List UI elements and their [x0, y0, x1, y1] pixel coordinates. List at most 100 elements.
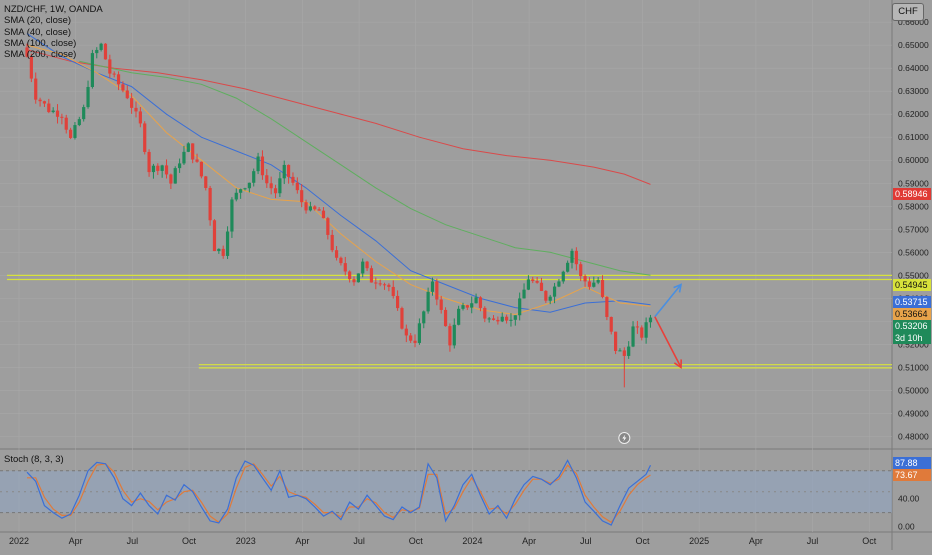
- candle-body: [151, 165, 156, 173]
- candle-body: [474, 297, 478, 304]
- candle-body: [465, 305, 469, 308]
- candle-body: [116, 74, 121, 85]
- stoch-legend[interactable]: Stoch (8, 3, 3): [4, 454, 64, 465]
- price-pane-bg: [0, 0, 892, 448]
- stoch-k-tag: 87.88: [893, 457, 931, 469]
- candle-body: [130, 98, 134, 108]
- candle-body: [439, 299, 443, 310]
- candle-body: [269, 183, 273, 189]
- candle-body: [369, 268, 374, 283]
- candle-body: [417, 323, 421, 343]
- x-tick-label: Oct: [409, 536, 424, 546]
- candle-body: [605, 296, 609, 317]
- x-tick-label: Jul: [353, 536, 365, 546]
- candle-body: [483, 307, 487, 319]
- candle-body: [195, 159, 199, 162]
- candle-body: [509, 319, 513, 321]
- candle-body: [544, 290, 548, 301]
- x-tick-label: Oct: [862, 536, 877, 546]
- candle-body: [618, 350, 622, 352]
- last-price-tag: 0.53206: [893, 320, 931, 332]
- candle-body: [169, 174, 173, 184]
- candle-body: [596, 279, 600, 283]
- candle-body: [552, 286, 557, 297]
- projection-up-arrow-shaft: [654, 284, 682, 318]
- candle-body: [579, 264, 583, 277]
- candle-body: [278, 178, 282, 194]
- currency-button[interactable]: CHF: [892, 3, 924, 21]
- candle-body: [47, 103, 51, 113]
- candle-body: [317, 209, 321, 211]
- sma40-price-tag: 0.53715: [893, 296, 931, 308]
- x-tick-label: Jul: [127, 536, 139, 546]
- candle-body: [361, 261, 365, 274]
- candle-body: [99, 43, 103, 50]
- candle-body: [378, 283, 382, 285]
- candle-body: [396, 295, 400, 309]
- sma40-legend[interactable]: SMA (40, close): [4, 26, 72, 38]
- candle-body: [186, 143, 190, 152]
- candle-body: [95, 49, 99, 54]
- x-tick-label: Jul: [807, 536, 819, 546]
- candle-body: [160, 165, 164, 171]
- candle-body: [627, 346, 631, 356]
- candle-body: [282, 164, 286, 179]
- candle-body: [531, 279, 535, 282]
- sma100-legend[interactable]: SMA (100, close): [4, 37, 77, 49]
- candle-body: [548, 296, 552, 301]
- candle-body: [108, 59, 112, 74]
- candle-body: [125, 90, 129, 99]
- candle-body: [561, 271, 565, 282]
- candle-body: [413, 340, 417, 343]
- candle-body: [470, 303, 474, 308]
- candle-body: [356, 273, 360, 283]
- candle-body: [500, 316, 504, 322]
- y-tick-label: 0.63000: [898, 86, 929, 96]
- candle-body: [487, 318, 491, 320]
- y-tick-label: 0.56000: [898, 247, 929, 257]
- candle-body: [103, 43, 108, 60]
- candle-body: [448, 326, 452, 346]
- candle-body: [574, 250, 578, 265]
- y-tick-label: 0.50000: [898, 385, 929, 395]
- candle-body: [112, 73, 116, 75]
- indicator-legend: NZD/CHF, 1W, OANDA SMA (20, close) SMA (…: [4, 4, 103, 60]
- candle-body: [256, 156, 260, 172]
- candle-body: [518, 298, 522, 316]
- candle-body: [69, 129, 73, 138]
- candle-body: [134, 107, 138, 112]
- y-tick-label: 0.61000: [898, 132, 929, 142]
- candle-body: [587, 281, 592, 287]
- candle-body: [496, 319, 500, 322]
- sma200-price-tag: 0.58946: [893, 188, 931, 200]
- candle-body: [42, 101, 47, 104]
- sma20-price-tag: 0.53664: [893, 308, 931, 320]
- candle-body: [260, 156, 265, 176]
- candle-body: [387, 284, 391, 287]
- candle-body: [339, 257, 343, 264]
- candle-body: [365, 261, 369, 269]
- sma200-legend[interactable]: SMA (200, close): [4, 49, 77, 61]
- candle-body: [73, 125, 77, 138]
- candle-body: [55, 110, 60, 117]
- candle-body: [225, 231, 230, 256]
- sma20-legend[interactable]: SMA (20, close): [4, 15, 72, 27]
- candle-body: [291, 176, 295, 183]
- candle-body: [199, 161, 203, 177]
- candle-body: [443, 309, 448, 327]
- candle-body: [156, 165, 160, 171]
- candle-body: [77, 119, 81, 126]
- candle-body: [452, 324, 456, 346]
- candle-body: [640, 327, 644, 338]
- candle-body: [252, 171, 256, 183]
- candle-body: [29, 56, 33, 79]
- projection-down-arrow-shaft: [654, 316, 682, 368]
- candle-body: [343, 263, 347, 272]
- candle-body: [644, 322, 648, 338]
- symbol-title[interactable]: NZD/CHF, 1W, OANDA: [4, 4, 103, 15]
- candle-body: [191, 143, 195, 160]
- y-tick-label: 0.60000: [898, 155, 929, 165]
- candle-body: [526, 279, 530, 290]
